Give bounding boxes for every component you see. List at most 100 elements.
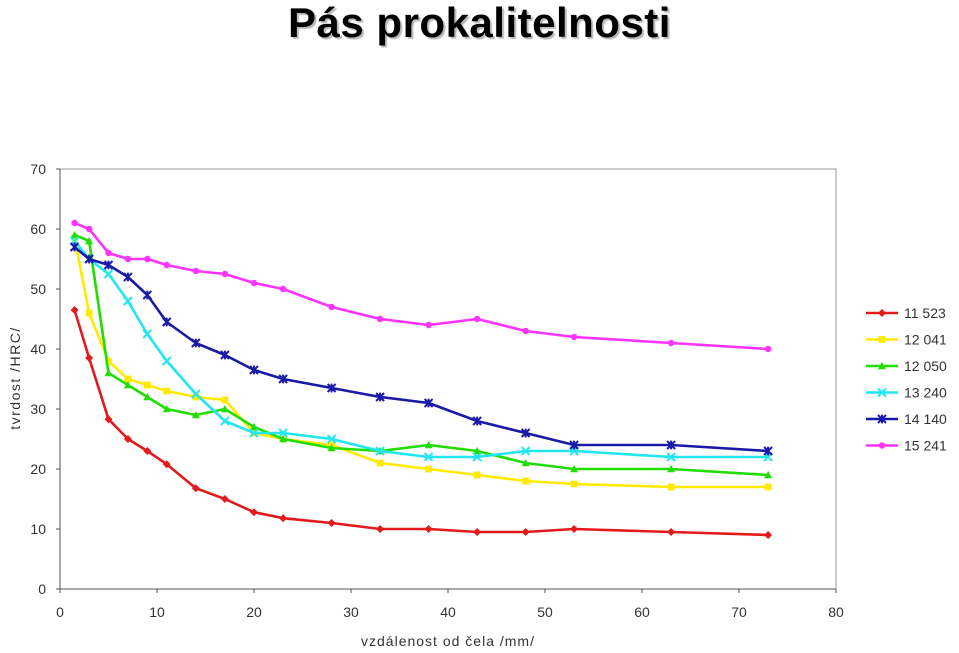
data-point [327, 519, 336, 527]
data-point [764, 531, 773, 539]
data-point [143, 393, 152, 401]
data-point [423, 452, 434, 462]
legend-marker [878, 309, 886, 317]
legend-item: 12 050 [866, 358, 947, 374]
y-tick-label: 40 [30, 341, 46, 357]
data-point [376, 525, 385, 533]
data-point [376, 459, 384, 467]
x-tick-label: 50 [537, 604, 553, 620]
data-point [250, 279, 258, 287]
y-tick-label: 60 [30, 221, 46, 237]
data-point [667, 465, 676, 473]
data-point [667, 339, 675, 347]
data-point [425, 465, 432, 473]
x-tick-label: 30 [343, 604, 359, 620]
data-point [522, 327, 529, 335]
y-axis-label: tvrdost /HRC/ [7, 326, 23, 430]
data-point [424, 525, 433, 533]
data-point [278, 374, 288, 384]
legend-marker [878, 336, 886, 343]
data-point [375, 446, 385, 456]
data-point [473, 447, 482, 455]
data-point [104, 369, 113, 377]
legend-marker [877, 414, 887, 424]
legend-item: 13 240 [866, 385, 947, 401]
data-point [71, 219, 78, 227]
x-axis-label: vzdálenost od čela /mm/ [361, 633, 535, 649]
data-point [667, 528, 676, 536]
data-point [570, 465, 579, 473]
legend-marker [878, 442, 886, 449]
data-point [279, 435, 288, 443]
data-point [191, 338, 201, 348]
data-point [425, 321, 432, 329]
y-tick-label: 70 [30, 161, 46, 177]
data-point [328, 303, 335, 311]
data-point [220, 416, 230, 426]
data-point [220, 495, 229, 503]
series-11-523 [70, 306, 773, 539]
data-point [570, 333, 578, 341]
data-point [220, 405, 229, 413]
data-point [473, 471, 481, 479]
data-point [520, 446, 531, 456]
data-point [424, 441, 433, 449]
data-point [473, 315, 481, 323]
legend-label: 12 041 [904, 332, 947, 348]
data-point [279, 285, 287, 293]
data-point [763, 446, 773, 456]
data-point [103, 269, 114, 279]
legend-label: 12 050 [904, 358, 947, 374]
data-point [161, 356, 172, 366]
data-point [278, 428, 288, 438]
legend-label: 11 523 [904, 305, 946, 321]
data-point [250, 508, 258, 517]
data-point [85, 237, 94, 245]
data-point [85, 354, 94, 362]
y-tick-label: 10 [30, 521, 46, 537]
data-point [104, 415, 113, 424]
series-15-241 [71, 219, 772, 353]
data-point [666, 452, 676, 462]
data-point [764, 345, 772, 353]
data-point [123, 435, 132, 443]
data-point [279, 514, 288, 523]
data-point [220, 350, 230, 360]
x-tick-label: 40 [440, 604, 456, 620]
data-point [84, 254, 94, 264]
data-point [764, 483, 772, 491]
data-point [666, 440, 676, 450]
data-point [521, 528, 530, 536]
series-14-140 [69, 242, 773, 456]
data-point [123, 296, 133, 306]
series-line [73, 240, 769, 459]
data-point [69, 242, 80, 252]
data-point [249, 428, 259, 438]
data-point [473, 528, 482, 536]
legend-item: 14 140 [866, 411, 947, 427]
series-line [74, 221, 769, 351]
data-point [123, 381, 132, 389]
series-line [74, 233, 769, 477]
y-tick-label: 50 [30, 281, 46, 297]
data-point [163, 261, 170, 269]
data-point [143, 447, 152, 455]
data-point [123, 272, 133, 282]
legend-label: 14 140 [904, 411, 947, 427]
x-tick-label: 20 [246, 604, 262, 620]
data-point [326, 434, 337, 444]
series-line [73, 237, 769, 489]
data-point [191, 484, 200, 493]
data-point [667, 483, 675, 491]
series-line [73, 245, 769, 453]
data-point [70, 231, 79, 239]
data-point [327, 444, 336, 452]
data-point [326, 383, 337, 393]
data-point [249, 365, 259, 375]
data-point [472, 416, 482, 426]
data-point [105, 249, 112, 257]
data-point [163, 387, 171, 395]
data-point [521, 459, 530, 467]
data-point [522, 477, 529, 485]
data-point [161, 317, 172, 327]
